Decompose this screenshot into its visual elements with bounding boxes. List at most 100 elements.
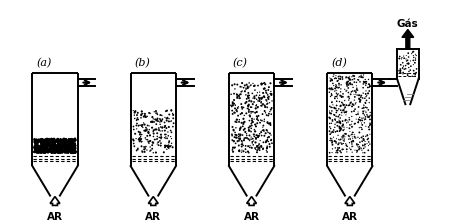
Point: [153, 131, 161, 135]
Point: [259, 128, 267, 132]
Point: [61, 140, 68, 143]
Point: [358, 107, 365, 110]
Point: [327, 78, 335, 81]
Point: [40, 146, 47, 150]
Point: [353, 149, 360, 153]
Point: [141, 148, 148, 151]
Point: [69, 149, 77, 152]
Point: [46, 139, 53, 142]
Point: [267, 133, 274, 137]
Point: [36, 139, 43, 143]
Point: [65, 150, 73, 153]
Point: [335, 146, 342, 149]
Point: [41, 139, 49, 143]
Point: [232, 108, 239, 112]
Point: [362, 80, 369, 84]
Point: [64, 149, 72, 152]
Point: [361, 80, 368, 84]
Point: [156, 113, 164, 117]
Point: [56, 145, 63, 149]
Point: [340, 107, 347, 110]
Point: [341, 88, 348, 91]
Point: [43, 144, 50, 147]
Point: [66, 141, 73, 144]
Point: [249, 110, 257, 114]
Point: [167, 135, 174, 138]
Point: [37, 149, 44, 153]
Point: [231, 133, 239, 136]
Point: [337, 114, 345, 117]
Point: [264, 114, 272, 117]
Point: [255, 97, 262, 101]
Point: [338, 135, 345, 139]
Point: [69, 145, 76, 148]
Point: [43, 151, 50, 154]
Point: [240, 138, 247, 142]
Point: [345, 127, 352, 130]
Point: [260, 81, 267, 85]
Point: [70, 142, 78, 146]
Point: [63, 138, 70, 141]
Point: [140, 121, 147, 125]
Point: [163, 147, 170, 151]
Point: [249, 143, 256, 147]
Polygon shape: [148, 197, 158, 205]
Point: [47, 147, 55, 151]
Point: [250, 95, 258, 98]
Point: [145, 131, 152, 135]
Point: [357, 121, 364, 125]
Point: [267, 138, 274, 142]
Point: [70, 144, 77, 148]
Point: [164, 146, 171, 149]
Point: [351, 136, 359, 140]
Point: [331, 83, 339, 87]
Point: [46, 144, 54, 148]
Point: [328, 88, 336, 91]
Point: [230, 146, 238, 149]
Point: [48, 141, 55, 145]
Point: [44, 147, 51, 151]
Point: [157, 137, 164, 140]
Point: [138, 149, 145, 153]
Point: [64, 150, 71, 153]
Point: [398, 66, 405, 70]
Point: [48, 151, 55, 155]
Point: [342, 103, 349, 107]
Point: [153, 117, 161, 120]
Point: [363, 142, 370, 145]
Point: [343, 118, 350, 122]
Point: [68, 141, 75, 144]
Point: [134, 146, 141, 150]
Point: [55, 147, 62, 151]
Point: [361, 84, 368, 87]
Point: [252, 133, 259, 137]
Point: [31, 146, 38, 149]
Point: [55, 146, 62, 150]
Point: [351, 90, 359, 94]
Point: [359, 103, 366, 107]
Point: [64, 151, 72, 154]
Point: [58, 141, 65, 145]
Point: [136, 131, 143, 134]
Point: [167, 119, 175, 123]
Point: [345, 130, 353, 133]
Point: [37, 138, 44, 142]
Point: [55, 140, 63, 143]
Point: [335, 129, 342, 133]
Point: [169, 125, 176, 128]
Point: [144, 131, 152, 134]
Point: [62, 141, 69, 144]
Point: [37, 139, 45, 143]
Point: [261, 109, 268, 113]
Point: [131, 111, 138, 114]
Point: [64, 150, 71, 153]
Point: [330, 106, 337, 110]
Point: [239, 128, 247, 132]
Point: [139, 112, 146, 115]
Point: [59, 139, 66, 143]
Point: [327, 88, 334, 91]
Point: [63, 151, 70, 154]
Point: [47, 142, 54, 146]
Point: [245, 103, 252, 106]
Point: [359, 144, 366, 147]
